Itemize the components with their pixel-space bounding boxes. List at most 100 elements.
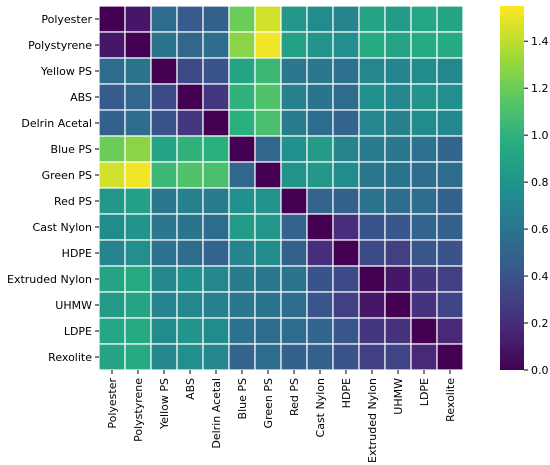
heatmap-cell [202,57,230,85]
heatmap-cell [228,161,256,189]
heatmap-cell [358,213,386,241]
heatmap-cell [254,317,282,345]
heatmap-cell [332,83,360,111]
heatmap-cell [176,317,204,345]
heatmap-cell [358,187,386,215]
heatmap-cell [176,5,204,33]
heatmap-cell [228,291,256,319]
heatmap-cell [410,31,438,59]
heatmap-cell [98,161,126,189]
colorbar-tick-label: 0.6 [531,223,549,236]
heatmap-cell [332,135,360,163]
heatmap-cell [410,135,438,163]
heatmap-cell [150,5,178,33]
heatmap-cell [202,187,230,215]
row-tick-label: Rexolite [48,351,92,364]
colorbar-tick-label: 0.8 [531,176,549,189]
heatmap-cell [384,135,412,163]
heatmap-cell [124,109,152,137]
heatmap-cell [228,343,256,371]
heatmap-cell [124,57,152,85]
heatmap-cell [306,239,334,267]
col-tick-label: Polyester [106,378,119,429]
heatmap-cell [384,265,412,293]
colorbar-tick-label: 0.4 [531,270,549,283]
heatmap-cell [410,5,438,33]
col-tick-label: Green PS [262,378,275,428]
colorbar-tick-label: 1.4 [531,35,549,48]
col-tick-label: Cast Nylon [314,378,327,437]
heatmap-cell [176,161,204,189]
heatmap-cell [306,31,334,59]
heatmap-cell [332,343,360,371]
heatmap-cell [202,83,230,111]
heatmap-cell [254,343,282,371]
row-tick-label: Delrin Acetal [21,117,92,130]
heatmap-cell [410,109,438,137]
heatmap-cell [176,83,204,111]
heatmap-cell [98,187,126,215]
row-tick-label: UHMW [55,299,92,312]
column-labels: Polyester Polystyrene Yellow PS ABS Delrin A… [106,370,457,463]
heatmap-cell [150,161,178,189]
heatmap-cell [280,109,308,137]
heatmap-cell [150,109,178,137]
heatmap-cell [306,187,334,215]
heatmap-cell [306,57,334,85]
heatmap-cell [98,109,126,137]
heatmap-cell [202,291,230,319]
heatmap-cell [254,265,282,293]
heatmap-cell [150,31,178,59]
heatmap-cell [410,213,438,241]
heatmap-cell [358,161,386,189]
colorbar-tick-label: 1.2 [531,82,549,95]
heatmap-cell [410,83,438,111]
heatmap-cell [202,5,230,33]
row-tick-label: Red PS [54,195,92,208]
heatmap-cell [280,213,308,241]
heatmap-cell [332,291,360,319]
heatmap-cell [228,239,256,267]
heatmap-cell [358,317,386,345]
heatmap-cell [150,265,178,293]
heatmap-cell [176,109,204,137]
row-tick-label: LDPE [64,325,92,338]
heatmap-cell [280,187,308,215]
heatmap-cell [410,265,438,293]
heatmap-cell [124,317,152,345]
heatmap-cell [254,213,282,241]
heatmap-cell [436,31,464,59]
heatmap-cell [410,239,438,267]
heatmap-cell [124,265,152,293]
heatmap-cell [436,5,464,33]
heatmap-cell [98,83,126,111]
row-tick-label: Blue PS [51,143,92,156]
heatmap-cell [176,265,204,293]
heatmap-cell [124,213,152,241]
heatmap-cell [124,343,152,371]
heatmap-cell [280,57,308,85]
heatmap-cell [228,83,256,111]
heatmap-cell [358,31,386,59]
col-tick-label: Yellow PS [158,378,171,430]
heatmap-cell [280,161,308,189]
heatmap-cell [202,31,230,59]
heatmap-cell [332,161,360,189]
heatmap-cell [228,187,256,215]
heatmap-cell [150,213,178,241]
heatmap-cell [410,161,438,189]
row-tick-label: Polystyrene [28,39,92,52]
heatmap-cell [436,57,464,85]
heatmap-cell [98,213,126,241]
heatmap-cell [124,291,152,319]
heatmap-cell [436,265,464,293]
heatmap-cell [280,317,308,345]
heatmap-cell [254,5,282,33]
heatmap-cell [254,31,282,59]
heatmap-cell [228,31,256,59]
col-tick-label: LDPE [418,378,431,406]
heatmap-cell [228,109,256,137]
heatmap-cell [202,343,230,371]
row-tick-label: HDPE [62,247,92,260]
heatmap-cell [280,239,308,267]
